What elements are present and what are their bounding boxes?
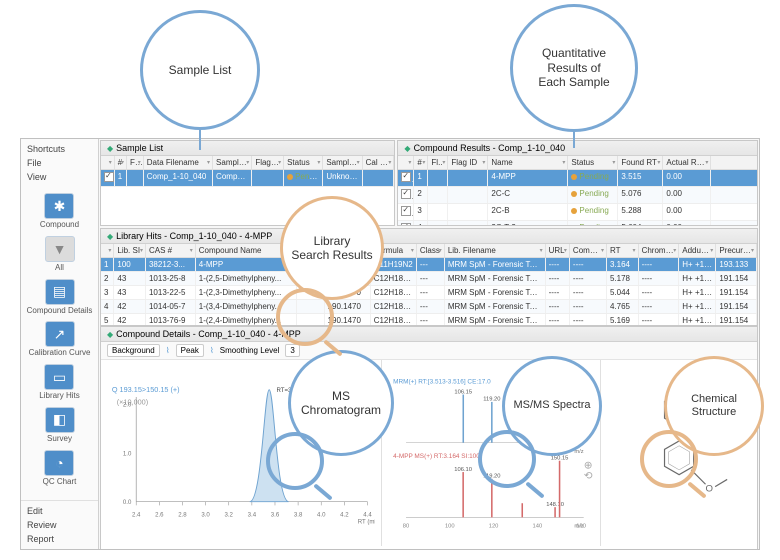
- svg-text:MRM(+) RT:[3.513-3.516] CE:17.: MRM(+) RT:[3.513-3.516] CE:17.0: [393, 378, 491, 385]
- svg-text:3.2: 3.2: [224, 511, 233, 518]
- svg-text:80: 80: [403, 524, 409, 530]
- compound-details-title: Compound Details - Comp_1-10_040 - 4-MPP: [116, 329, 301, 339]
- sidebar-survey[interactable]: ◧Survey: [45, 407, 75, 444]
- svg-text:4.0: 4.0: [317, 511, 326, 518]
- sidebar-compound-details[interactable]: ▤Compound Details: [27, 279, 93, 316]
- svg-text:119.20: 119.20: [483, 474, 500, 480]
- table-row[interactable]: 3431013-22-51-(2,3-Dimethylpheny...190.1…: [101, 286, 757, 300]
- svg-text:3.4: 3.4: [248, 511, 257, 518]
- callout-chem: Chemical Structure: [664, 356, 764, 456]
- shortcuts-link[interactable]: Shortcuts: [27, 142, 92, 156]
- table-row[interactable]: 22C-CPending5.0760.00: [398, 187, 757, 204]
- sidebar-top: Shortcuts File View: [21, 139, 98, 187]
- svg-text:2.6: 2.6: [155, 511, 164, 518]
- file-link[interactable]: File: [27, 156, 92, 170]
- svg-text:RT (min): RT (min): [358, 519, 375, 526]
- callout-lib: Library Search Results: [280, 196, 384, 300]
- svg-text:119.20: 119.20: [483, 397, 500, 403]
- edit-link[interactable]: Edit: [27, 504, 92, 518]
- svg-text:160: 160: [576, 524, 586, 530]
- table-row[interactable]: 32C-BPending5.2880.00: [398, 204, 757, 221]
- svg-text:2.4: 2.4: [132, 511, 141, 518]
- svg-text:100: 100: [445, 524, 455, 530]
- svg-text:1.0: 1.0: [123, 450, 132, 457]
- table-row[interactable]: 5421013-76-91-(2,4-Dimethylpheny...190.1…: [101, 314, 757, 325]
- view-link[interactable]: View: [27, 170, 92, 184]
- app-window: Shortcuts File View ✱Compound ▼All ▤Compou…: [20, 138, 760, 550]
- table-row[interactable]: 14-MPPPending3.5150.00: [398, 170, 757, 187]
- table-row[interactable]: 42C-T-2Pending5.6040.00: [398, 221, 757, 225]
- compound-results-table[interactable]: #Fl..Flag IDNameStatusFound RTActual Re.…: [398, 156, 757, 225]
- sidebar: Shortcuts File View ✱Compound ▼All ▤Compou…: [21, 139, 99, 549]
- svg-text:4.4: 4.4: [363, 511, 372, 518]
- callout-ms: MS Chromatogram: [288, 350, 394, 456]
- svg-text:2.0: 2.0: [123, 402, 132, 409]
- svg-text:3.6: 3.6: [271, 511, 280, 518]
- svg-text:148.10: 148.10: [546, 502, 564, 508]
- library-hits-panel: ◆Library Hits - Comp_1-10_040 - 4-MPP Li…: [100, 228, 758, 326]
- smooth-level[interactable]: 3: [285, 344, 299, 357]
- callout-sample-list: Sample List: [140, 10, 260, 130]
- sidebar-calibration-curve[interactable]: ↗Calibration Curve: [29, 321, 91, 358]
- svg-text:140: 140: [532, 524, 542, 530]
- smooth-label: Smoothing Level: [220, 346, 280, 355]
- callout-quant: Quantitative Results of Each Sample: [510, 4, 638, 132]
- compound-results-title: Compound Results - Comp_1-10_040: [414, 143, 566, 153]
- sample-list-title: Sample List: [116, 143, 163, 153]
- table-row[interactable]: 110038212-3...4-MPP---193.1341C11H19N2--…: [101, 258, 757, 272]
- svg-text:Q 193.15>150.15 (+): Q 193.15>150.15 (+): [112, 385, 180, 394]
- svg-text:2.8: 2.8: [178, 511, 187, 518]
- svg-text:106.10: 106.10: [454, 467, 472, 473]
- svg-text:0.0: 0.0: [123, 499, 132, 506]
- library-hits-title: Library Hits - Comp_1-10_040 - 4-MPP: [116, 231, 272, 241]
- svg-text:⟲: ⟲: [583, 471, 592, 482]
- report-link[interactable]: Report: [27, 532, 92, 546]
- library-hits-table[interactable]: Lib. SICAS #Compound NameSyn...Theory M.…: [101, 244, 757, 325]
- sidebar-qc-chart[interactable]: ◔QC Chart: [43, 450, 77, 487]
- compound-details-panel: ◆Compound Details - Comp_1-10_040 - 4-MP…: [100, 326, 758, 549]
- sidebar-library-hits[interactable]: ▭Library Hits: [39, 364, 79, 401]
- svg-text:120: 120: [489, 524, 499, 530]
- svg-text:4.2: 4.2: [340, 511, 349, 518]
- svg-text:3.8: 3.8: [294, 511, 303, 518]
- svg-text:(×10,000): (×10,000): [117, 397, 148, 406]
- table-row[interactable]: 4421014-05-71-(3,4-Dimethylpheny...190.1…: [101, 300, 757, 314]
- peak-btn[interactable]: Peak: [176, 344, 204, 357]
- details-toolbar: Background ⌇ Peak ⌇ Smoothing Level 3: [101, 342, 757, 360]
- svg-text:106.15: 106.15: [454, 389, 472, 395]
- svg-text:O: O: [705, 483, 713, 494]
- callout-msms: MS/MS Spectra: [502, 356, 602, 456]
- svg-text:3.0: 3.0: [201, 511, 210, 518]
- table-row[interactable]: 1Comp_1-10_040Comp1-10PendingUnknown: [101, 170, 394, 187]
- table-row[interactable]: 2431013-25-81-(2,5-Dimethylpheny...190.1…: [101, 272, 757, 286]
- svg-text:150.15: 150.15: [551, 455, 569, 461]
- sidebar-compound[interactable]: ✱Compound: [40, 193, 79, 230]
- svg-text:4-MPP MS(+) RT:3.164 SI:100: 4-MPP MS(+) RT:3.164 SI:100: [393, 453, 480, 460]
- sidebar-all[interactable]: ▼All: [45, 236, 75, 273]
- background-btn[interactable]: Background: [107, 344, 160, 357]
- compound-results-panel: ◆Compound Results - Comp_1-10_040 #Fl..F…: [397, 140, 758, 226]
- review-link[interactable]: Review: [27, 518, 92, 532]
